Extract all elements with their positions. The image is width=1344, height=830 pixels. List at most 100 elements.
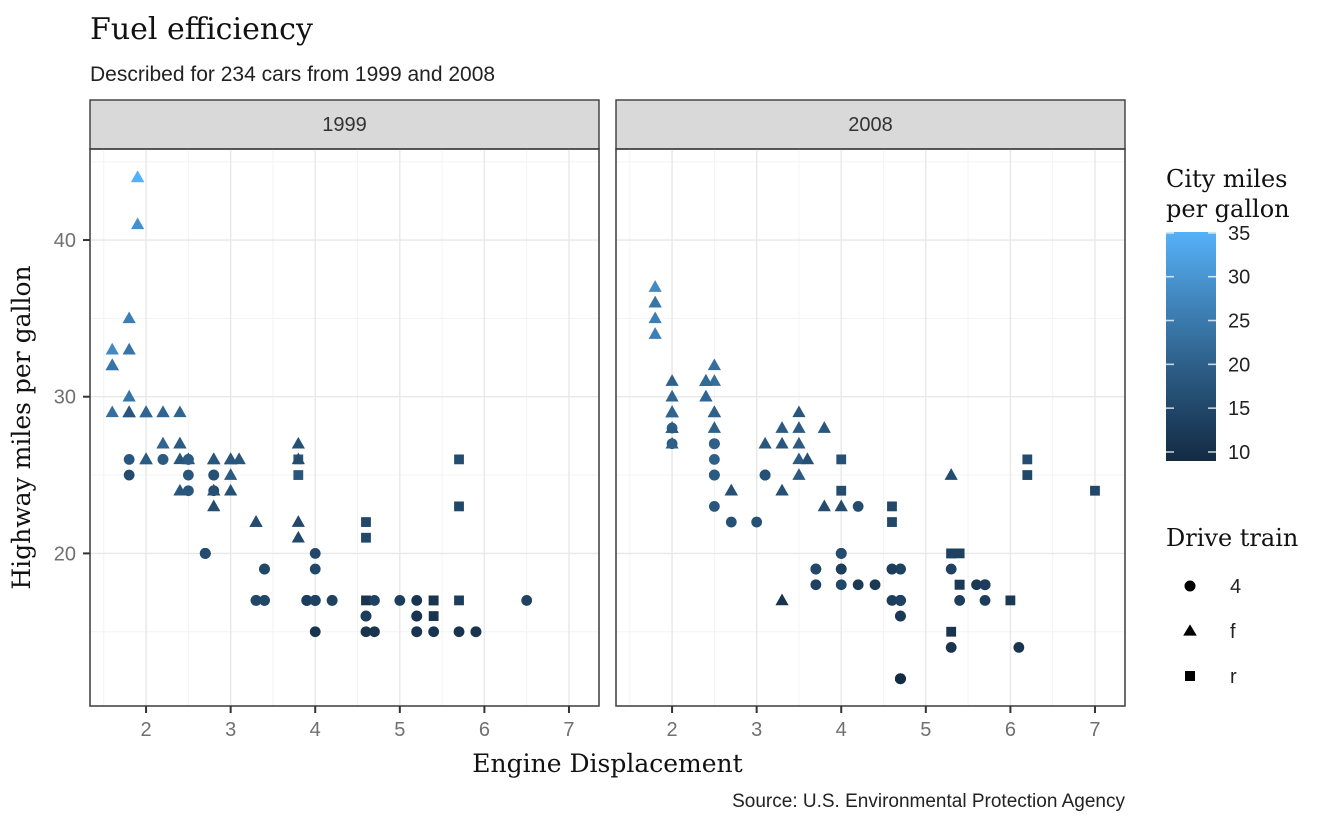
x-tick-label: 6 — [1005, 719, 1016, 741]
data-point — [979, 579, 991, 591]
x-tick-label: 5 — [920, 719, 931, 741]
data-point — [105, 342, 119, 355]
data-point — [173, 405, 187, 418]
chart-subtitle: Described for 234 cars from 1999 and 200… — [90, 63, 495, 86]
x-tick-label: 4 — [836, 719, 847, 741]
data-point — [886, 563, 898, 575]
data-point — [648, 311, 662, 324]
facet-strip-1999 — [89, 99, 600, 150]
data-point — [954, 548, 965, 559]
data-point — [105, 405, 119, 418]
colorbar-tick-label: 20 — [1228, 354, 1250, 376]
panel-border-1999 — [89, 148, 600, 707]
data-point — [1013, 642, 1025, 653]
colorbar-tick-label: 30 — [1228, 267, 1250, 289]
data-point — [122, 389, 136, 402]
data-point — [157, 453, 169, 465]
data-point — [895, 673, 906, 685]
data-point — [895, 563, 906, 575]
data-point — [454, 595, 464, 606]
data-point — [360, 626, 372, 638]
data-point — [792, 405, 806, 418]
data-point — [428, 595, 439, 606]
data-point — [699, 374, 713, 386]
data-point — [945, 642, 957, 653]
data-point — [173, 483, 187, 496]
data-point — [208, 469, 220, 481]
data-point — [291, 530, 305, 543]
data-point — [411, 626, 423, 638]
data-point — [954, 579, 965, 590]
colorbar-tick-label: 25 — [1228, 311, 1250, 333]
data-point — [895, 594, 906, 606]
data-point — [648, 295, 662, 308]
data-point — [971, 579, 982, 591]
facet-strip-2008 — [615, 99, 1126, 150]
data-point — [173, 436, 187, 449]
data-point — [792, 468, 806, 480]
data-point — [259, 594, 270, 606]
data-point — [291, 452, 305, 465]
data-point — [708, 453, 720, 465]
data-point — [521, 594, 533, 606]
data-point — [665, 389, 679, 402]
data-point — [648, 327, 662, 339]
data-point — [954, 594, 966, 606]
data-point — [946, 548, 957, 559]
colorbar-tick-label: 10 — [1228, 442, 1250, 464]
data-point — [326, 594, 338, 606]
data-point — [725, 516, 737, 528]
data-point — [309, 563, 321, 575]
data-point — [182, 469, 194, 481]
legend-key-triangle-icon — [1183, 624, 1197, 636]
panel-grid — [616, 149, 1125, 706]
data-point — [775, 436, 789, 449]
data-point — [1022, 470, 1033, 480]
data-point — [293, 470, 304, 480]
data-point — [361, 517, 371, 527]
data-point — [775, 421, 789, 433]
source-caption: Source: U.S. Environmental Protection Ag… — [732, 791, 1125, 812]
data-point — [887, 517, 897, 527]
data-point — [131, 170, 145, 183]
data-point — [249, 515, 263, 527]
y-tick-label: 30 — [54, 387, 76, 409]
data-point — [122, 311, 136, 324]
data-point — [428, 626, 440, 638]
data-point — [173, 452, 187, 465]
facet-strip-2008-label: 2008 — [848, 114, 893, 136]
data-point — [665, 405, 679, 418]
panel-border-2008 — [615, 148, 1126, 707]
data-point — [105, 358, 119, 371]
data-point — [887, 501, 897, 512]
data-point — [199, 547, 211, 559]
data-point — [758, 436, 772, 449]
data-point — [369, 626, 380, 638]
data-point — [707, 421, 721, 433]
data-point — [707, 374, 721, 386]
data-point — [394, 594, 406, 606]
data-point — [369, 594, 380, 606]
data-point — [699, 389, 713, 402]
gridlines — [90, 149, 1125, 706]
data-point — [836, 454, 847, 465]
data-point — [836, 485, 847, 496]
data-point — [886, 594, 898, 606]
data-point — [869, 579, 881, 591]
colorbar-legend-title-line2: per gallon — [1166, 195, 1290, 223]
data-point — [361, 532, 371, 543]
data-point — [707, 405, 721, 418]
data-point — [131, 217, 145, 230]
colorbar — [1166, 232, 1216, 461]
data-point — [291, 515, 305, 527]
colorbar-tick-label: 15 — [1228, 398, 1250, 420]
panel-grid — [90, 149, 599, 706]
shape-legend-title: Drive train — [1166, 524, 1298, 552]
data-point — [207, 483, 221, 496]
x-tick-label: 3 — [751, 719, 762, 741]
x-tick-label: 6 — [479, 719, 490, 741]
data-point — [665, 374, 679, 386]
data-point — [360, 610, 372, 622]
x-tick-label: 4 — [310, 719, 321, 741]
